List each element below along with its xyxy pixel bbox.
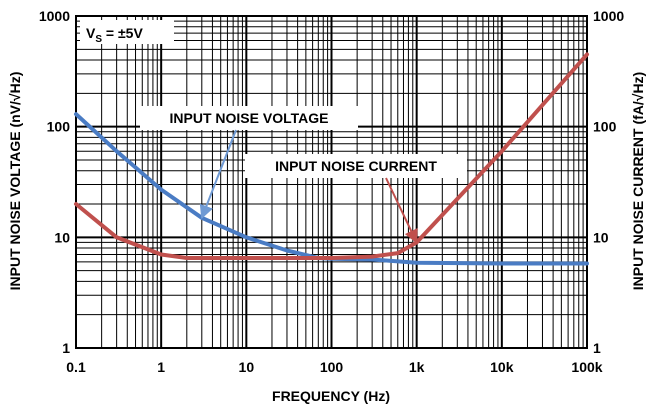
y-tick-label-right: 10 xyxy=(593,229,609,245)
y-tick-label-right: 1000 xyxy=(593,8,624,24)
y-tick-label-left: 1000 xyxy=(39,8,70,24)
annotation-label: INPUT NOISE CURRENT xyxy=(275,158,437,174)
supply-condition-label: VS = ±5V xyxy=(86,25,143,45)
condition-box xyxy=(80,20,174,44)
x-tick-label: 100k xyxy=(571,359,602,375)
annotations: INPUT NOISE VOLTAGE INPUT NOISE CURRENT VS… xyxy=(80,20,467,244)
annotation-label: INPUT NOISE VOLTAGE xyxy=(170,110,329,126)
y-tick-label-left: 10 xyxy=(54,229,70,245)
x-tick-label: 10k xyxy=(490,359,514,375)
x-tick-label: 0.1 xyxy=(66,359,86,375)
series-line-noise-voltage xyxy=(74,112,589,266)
y-axis-label-right: INPUT NOISE CURRENT (fA/√Hz) xyxy=(630,72,646,290)
y-tick-label-right: 100 xyxy=(593,119,617,135)
x-tick-label: 1 xyxy=(157,359,165,375)
series-group xyxy=(74,52,589,266)
x-axis-label: FREQUENCY (Hz) xyxy=(272,388,390,404)
x-tick-label: 10 xyxy=(239,359,255,375)
tick-labels: 0.1 1 10 100 1k 10k 100k 1 10 100 1000 1 10 100 1000 xyxy=(39,8,625,375)
plot-frame xyxy=(75,15,588,349)
annotation-box xyxy=(140,106,358,130)
y-tick-label-right: 1 xyxy=(593,340,601,356)
grid xyxy=(75,15,588,349)
x-tick-label: 100 xyxy=(320,359,344,375)
y-tick-label-left: 100 xyxy=(47,119,71,135)
annotation-box xyxy=(245,154,467,178)
annotation-arrow xyxy=(199,129,237,220)
x-tick-label: 1k xyxy=(409,359,425,375)
y-axis-label-left: INPUT NOISE VOLTAGE (nV/√Hz) xyxy=(7,72,23,291)
series-line-noise-current xyxy=(74,52,589,260)
y-tick-label-left: 1 xyxy=(62,340,70,356)
annotation-arrow xyxy=(385,177,418,244)
